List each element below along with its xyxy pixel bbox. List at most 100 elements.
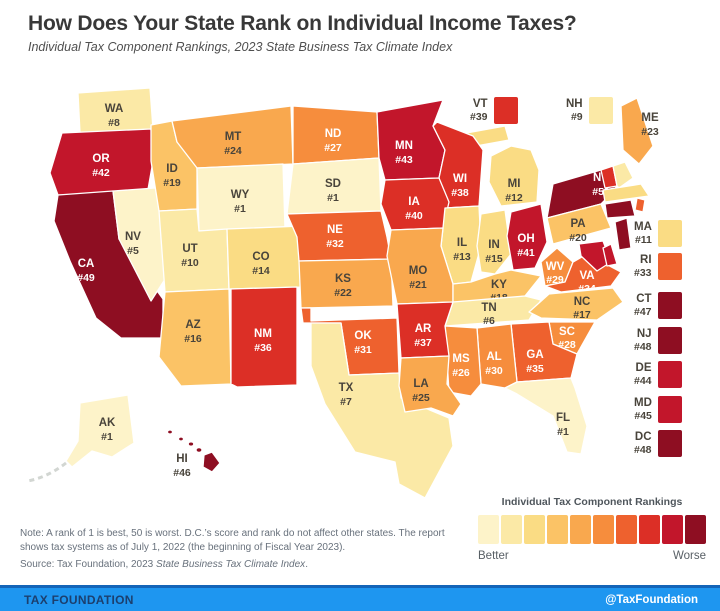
us-choropleth-map: WA #8 OR #42 CA #49 NV #5 ID #19 MT #24 WY #1 U…	[27, 87, 659, 499]
side-rank-dc: #48	[634, 444, 652, 457]
state-shape-nc	[528, 287, 624, 321]
state-abbr-ar: AR	[415, 323, 432, 335]
state-pa: PA #20	[546, 203, 612, 245]
state-rank-fl: #1	[557, 426, 569, 438]
state-shape-oh	[506, 203, 548, 271]
state-abbr-va: VA	[579, 270, 594, 282]
state-shape-fl	[504, 377, 588, 455]
state-rank-oh: #41	[517, 247, 535, 259]
state-ia: IA #40	[380, 177, 450, 231]
state-abbr-oh: OH	[517, 233, 534, 245]
state-rank-tn: #6	[483, 315, 495, 327]
state-rank-ks: #22	[334, 287, 352, 299]
state-tx: TX #7	[310, 322, 454, 499]
twitter-handle: @TaxFoundation	[605, 593, 698, 606]
state-rank-il: #13	[453, 251, 471, 263]
state-rank-co: #14	[252, 265, 270, 277]
side-label-ma: MA #11	[634, 220, 682, 247]
side-abbr-ri: RI	[640, 253, 652, 266]
state-nm: NM #36	[230, 286, 298, 388]
state-rank-or: #42	[92, 167, 110, 179]
state-abbr-mi: MI	[508, 178, 521, 190]
state-wi: WI #38	[432, 121, 484, 209]
state-abbr-sd: SD	[325, 178, 341, 190]
state-me: ME #23	[620, 97, 659, 165]
state-rank-ms: #26	[452, 367, 470, 379]
legend-swatch-8	[639, 515, 660, 544]
state-wy: WY #1	[196, 163, 286, 232]
side-label-dc: DC #48	[634, 430, 682, 457]
state-shape-hi-big	[202, 451, 221, 473]
state-shape-tx	[310, 322, 454, 499]
state-ms: MS #26	[444, 325, 482, 397]
source-text: Source: Tax Foundation, 2023 State Busin…	[20, 559, 308, 570]
state-mn: MN #43	[376, 99, 446, 181]
side-label-de: DE #44	[634, 361, 682, 388]
state-shape-ri-map	[634, 197, 646, 213]
legend-swatch-4	[547, 515, 568, 544]
state-ne: NE #32	[286, 210, 392, 262]
side-label-ri: RI #33	[634, 253, 682, 280]
state-abbr-nv: NV	[125, 231, 141, 243]
state-swatch-dc	[657, 430, 682, 457]
state-swatch-ct	[657, 292, 682, 319]
state-shape-mi	[488, 145, 540, 207]
state-shape-nm	[230, 286, 298, 388]
legend-swatch-10	[685, 515, 706, 544]
state-abbr-in: IN	[488, 239, 500, 251]
state-abbr-ia: IA	[408, 196, 420, 208]
state-fl: FL #1	[504, 377, 588, 455]
state-shape-nh-map	[612, 161, 634, 189]
state-abbr-sc: SC	[559, 326, 575, 338]
state-swatch-nh	[588, 97, 613, 124]
state-shape-ct-map	[604, 199, 636, 219]
side-rank-ct: #47	[634, 306, 652, 319]
state-rank-ar: #37	[414, 337, 432, 349]
state-abbr-me: ME	[641, 112, 659, 124]
state-abbr-ok: OK	[354, 330, 372, 342]
state-rank-mi: #12	[505, 192, 523, 204]
state-rank-ok: #31	[354, 344, 372, 356]
state-abbr-wi: WI	[453, 173, 467, 185]
side-label-nh: NH #9	[566, 97, 613, 124]
state-abbr-mn: MN	[395, 140, 413, 152]
state-abbr-id: ID	[166, 163, 178, 175]
state-la: LA #25	[398, 355, 462, 417]
state-ks: KS #22	[298, 258, 394, 309]
side-rank-nj: #48	[634, 341, 652, 354]
state-rank-ia: #40	[405, 210, 423, 222]
state-shape-la	[398, 355, 462, 417]
state-abbr-ks: KS	[335, 273, 351, 285]
legend-scale	[478, 515, 706, 544]
aleutian-islands	[27, 461, 67, 483]
state-abbr-ms: MS	[452, 353, 470, 365]
side-label-ct: CT #47	[634, 292, 682, 319]
state-abbr-tx: TX	[339, 382, 354, 394]
legend: Individual Tax Component Rankings Better…	[478, 496, 706, 562]
state-abbr-wa: WA	[105, 103, 124, 115]
page-subtitle: Individual Tax Component Rankings, 2023 …	[28, 40, 453, 54]
state-rank-sd: #1	[327, 192, 339, 204]
state-abbr-al: AL	[486, 351, 501, 363]
state-shape-ms	[444, 325, 482, 397]
legend-swatch-3	[524, 515, 545, 544]
state-rank-nd: #27	[324, 142, 342, 154]
brand-wordmark: TAX FOUNDATION	[24, 592, 134, 607]
state-rank-az: #16	[184, 333, 202, 345]
legend-swatch-9	[662, 515, 683, 544]
state-rank-wa: #8	[108, 117, 120, 129]
state-rank-mt: #24	[224, 145, 242, 157]
legend-better-label: Better	[478, 550, 509, 562]
side-abbr-dc: DC	[634, 430, 652, 443]
state-rank-mo: #21	[409, 279, 427, 291]
state-mt: MT #24	[171, 105, 294, 169]
state-abbr-co: CO	[252, 251, 269, 263]
legend-swatch-2	[501, 515, 522, 544]
state-rank-id: #19	[163, 177, 181, 189]
state-nv: NV #5	[112, 186, 170, 302]
legend-swatch-6	[593, 515, 614, 544]
state-shape-nj-map	[614, 217, 632, 251]
state-abbr-nc: NC	[574, 296, 591, 308]
side-label-vt: VT #39	[470, 97, 518, 124]
side-rank-de: #44	[634, 375, 652, 388]
